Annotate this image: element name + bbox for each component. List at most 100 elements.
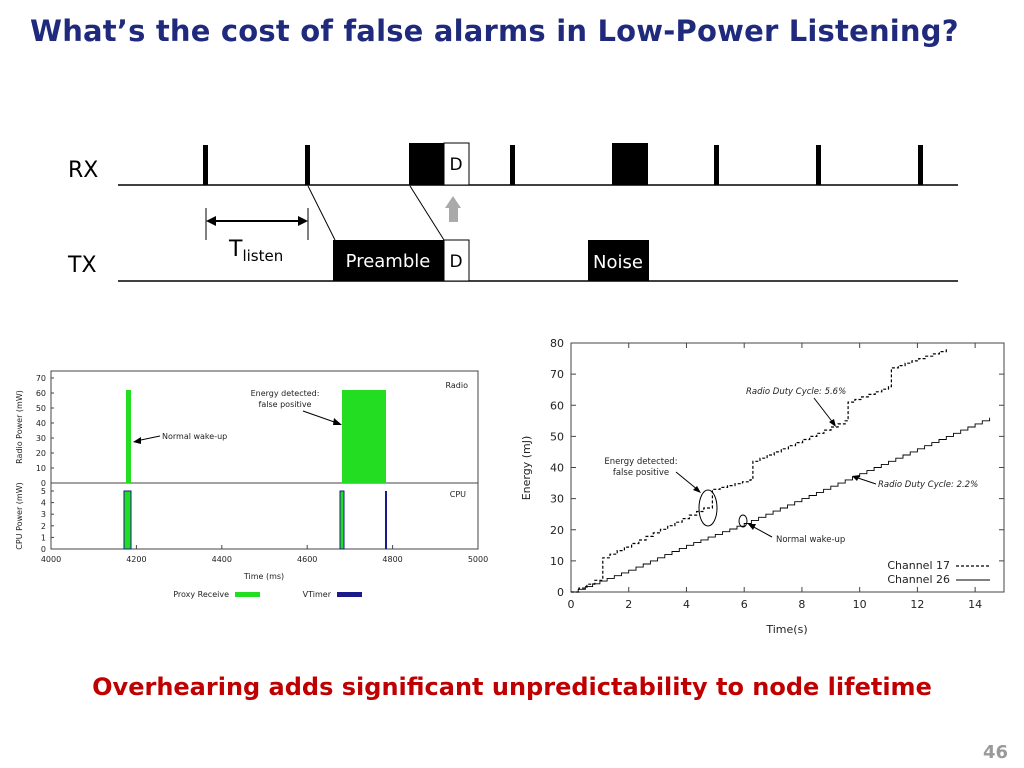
energy-ytick-label: 40 bbox=[550, 462, 564, 475]
radio-panel-label: Radio bbox=[446, 381, 469, 390]
energy-ytick-label: 20 bbox=[550, 524, 564, 537]
power-xtick-label: 4000 bbox=[41, 555, 61, 564]
energy-ann-duty17-arrow bbox=[813, 397, 835, 425]
power-xlabel: Time (ms) bbox=[243, 572, 284, 581]
arrow-head-icon bbox=[693, 486, 701, 493]
legend-ch17-label: Channel 17 bbox=[887, 559, 950, 572]
radio-ytick-label: 10 bbox=[36, 464, 46, 473]
energy-ann-duty17: Radio Duty Cycle: 5.6% bbox=[746, 387, 846, 397]
energy-xtick-label: 0 bbox=[568, 598, 575, 611]
arrow-head-icon bbox=[133, 437, 141, 444]
energy-plot-frame bbox=[570, 342, 1005, 593]
radio-ytick-label: 60 bbox=[36, 389, 46, 398]
slide-footer: Overhearing adds significant unpredictab… bbox=[92, 673, 932, 701]
power-xtick-label: 4800 bbox=[382, 555, 402, 564]
radio-panel-frame bbox=[50, 370, 479, 484]
cpu-vtimer-bar bbox=[385, 491, 387, 549]
legend-ch26-label: Channel 26 bbox=[887, 573, 950, 586]
cpu-ylabel: CPU Power (mW) bbox=[15, 482, 24, 549]
energy-ytick-label: 70 bbox=[550, 368, 564, 381]
energy-xlabel: Time(s) bbox=[765, 623, 807, 636]
legend-vtimer-swatch bbox=[337, 592, 362, 597]
preamble-label: Preamble bbox=[346, 251, 431, 272]
arrow-right-icon bbox=[298, 216, 308, 226]
arrow-head-icon bbox=[852, 475, 860, 481]
cpu-false-bar bbox=[339, 490, 345, 550]
radio-ytick-label: 40 bbox=[36, 419, 46, 428]
radio-ytick-label: 0 bbox=[41, 479, 46, 488]
radio-normal-bar bbox=[126, 390, 131, 483]
tlisten-label: Tlisten bbox=[228, 237, 283, 265]
cpu-ytick-label: 5 bbox=[41, 487, 46, 496]
up-arrow-head-icon bbox=[445, 196, 461, 208]
radio-ytick-label: 30 bbox=[36, 434, 46, 443]
radio-ytick-label: 70 bbox=[36, 374, 46, 383]
power-ann-false-1: Energy detected: bbox=[251, 389, 320, 398]
energy-ann-false-1: Energy detected: bbox=[604, 457, 677, 467]
power-xtick-label: 4200 bbox=[126, 555, 146, 564]
energy-ytick-label: 80 bbox=[550, 337, 564, 350]
radio-ylabel: Radio Power (mW) bbox=[15, 390, 24, 464]
energy-xtick-label: 4 bbox=[683, 598, 690, 611]
tx-label: TX bbox=[67, 253, 97, 278]
tx-data-box bbox=[443, 239, 470, 282]
sync-line bbox=[307, 185, 336, 241]
noise-label: Noise bbox=[593, 252, 643, 273]
energy-xtick-label: 10 bbox=[853, 598, 867, 611]
rx-listen-tick bbox=[918, 145, 923, 185]
rx-listen-tick bbox=[510, 145, 515, 185]
tx-preamble-block bbox=[333, 240, 444, 281]
energy-xtick-label: 8 bbox=[798, 598, 805, 611]
cpu-ytick-label: 4 bbox=[41, 499, 46, 508]
power-xtick-label: 4400 bbox=[212, 555, 232, 564]
power-ann-false-arrow bbox=[302, 410, 341, 425]
cpu-ytick-label: 0 bbox=[41, 545, 46, 554]
rx-data-box bbox=[443, 142, 470, 186]
rx-listen-tick bbox=[203, 145, 208, 185]
legend-proxy-swatch bbox=[235, 592, 260, 597]
sync-line bbox=[409, 185, 445, 241]
energy-ytick-label: 0 bbox=[557, 586, 564, 599]
slide-title: What’s the cost of false alarms in Low-P… bbox=[30, 14, 959, 48]
energy-xtick-label: 14 bbox=[968, 598, 982, 611]
power-xtick-label: 4600 bbox=[297, 555, 317, 564]
tx-noise-block bbox=[588, 240, 649, 281]
page-number: 46 bbox=[982, 742, 1008, 763]
energy-xtick-label: 12 bbox=[910, 598, 924, 611]
radio-ytick-label: 20 bbox=[36, 449, 46, 458]
cpu-ytick-label: 1 bbox=[41, 533, 46, 542]
series-channel-17 bbox=[571, 349, 947, 593]
energy-ann-false-2: false positive bbox=[613, 468, 669, 478]
energy-ann-normal-arrow bbox=[749, 524, 773, 538]
radio-false-positive-bar bbox=[342, 390, 386, 483]
up-arrow-icon bbox=[449, 207, 458, 222]
arrow-head-icon bbox=[748, 524, 756, 530]
legend-proxy-label: Proxy Receive bbox=[173, 590, 229, 599]
cpu-ytick-label: 3 bbox=[41, 510, 46, 519]
energy-xtick-label: 2 bbox=[625, 598, 632, 611]
energy-ytick-label: 60 bbox=[550, 399, 564, 412]
power-ann-normal-arrow bbox=[135, 435, 161, 442]
energy-xtick-label: 6 bbox=[741, 598, 748, 611]
cpu-panel-label: CPU bbox=[450, 490, 466, 499]
rx-listen-tick bbox=[816, 145, 821, 185]
series-channel-26 bbox=[571, 417, 991, 593]
legend-vtimer-label: VTimer bbox=[303, 590, 332, 599]
false-positive-marker bbox=[698, 489, 718, 527]
arrow-left-icon bbox=[206, 216, 216, 226]
cpu-ytick-label: 2 bbox=[41, 522, 46, 531]
cpu-normal-bar bbox=[123, 490, 132, 550]
energy-ann-normal: Normal wake-up bbox=[776, 535, 845, 545]
normal-wakeup-marker bbox=[738, 514, 748, 528]
energy-ann-duty26-arrow bbox=[854, 476, 877, 485]
rx-receive-block bbox=[409, 143, 444, 185]
energy-ylabel: Energy (mJ) bbox=[520, 436, 533, 501]
arrow-head-icon bbox=[829, 419, 836, 427]
cpu-panel-frame bbox=[50, 482, 479, 550]
radio-ytick-label: 50 bbox=[36, 404, 46, 413]
energy-ann-false-arrow bbox=[675, 471, 699, 491]
rx-noise-block bbox=[612, 143, 648, 185]
power-ann-false-2: false positive bbox=[259, 400, 312, 409]
rx-label: RX bbox=[68, 158, 98, 183]
timing-diagram: RX TX D Tlisten Preamble D Noise bbox=[67, 142, 958, 282]
